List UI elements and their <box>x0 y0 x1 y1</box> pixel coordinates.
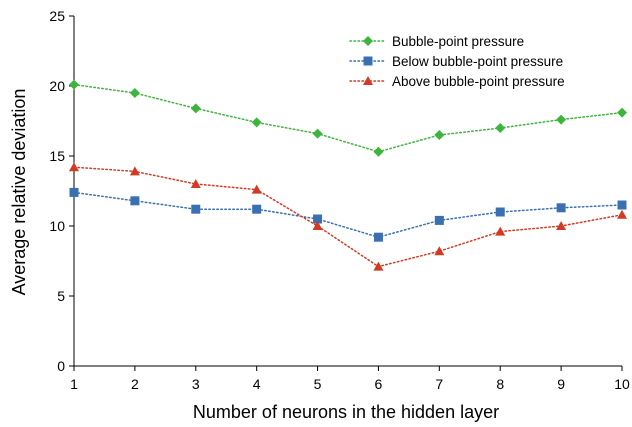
data-point <box>312 221 323 230</box>
data-point <box>373 261 384 271</box>
data-point <box>69 162 79 172</box>
data-point <box>617 209 627 219</box>
data-point <box>251 117 262 128</box>
series-line <box>73 191 623 238</box>
y-tick-label: 0 <box>57 358 65 374</box>
data-point <box>434 215 444 225</box>
data-point <box>373 232 383 242</box>
data-point <box>129 88 140 98</box>
legend-label: Below bubble-point pressure <box>392 54 563 69</box>
legend-marker <box>363 76 373 85</box>
legend: Bubble-point pressure Below bubble-point … <box>349 34 565 89</box>
x-axis-title: Number of neurons in the hidden layer <box>193 402 499 422</box>
x-tick-label: 6 <box>375 376 383 392</box>
data-point <box>313 214 323 224</box>
x-tick-label: 8 <box>496 376 504 392</box>
legend-entry-1: Bubble-point pressure <box>349 34 524 49</box>
data-point <box>190 103 201 114</box>
data-point <box>556 221 567 230</box>
y-axis-title: Average relative deviation <box>9 89 29 296</box>
series-1 <box>69 79 627 157</box>
y-tick-label: 10 <box>49 218 65 234</box>
data-point <box>69 79 79 90</box>
legend-entry-3: Above bubble-point pressure <box>349 74 565 89</box>
legend-marker <box>363 56 373 66</box>
series-2 <box>69 187 627 242</box>
x-tick-label: 9 <box>557 376 565 392</box>
data-point <box>373 146 384 157</box>
data-point <box>129 166 140 176</box>
series-3 <box>69 162 627 271</box>
data-point <box>556 114 567 125</box>
legend-label: Bubble-point pressure <box>392 34 524 49</box>
data-point <box>556 203 566 213</box>
data-point <box>434 130 445 140</box>
data-point <box>191 204 201 214</box>
data-point <box>495 123 506 133</box>
x-tick-label: 5 <box>314 376 322 392</box>
data-point <box>251 184 262 194</box>
x-tick-label: 2 <box>131 376 139 392</box>
x-tick-label: 1 <box>70 376 78 392</box>
series-line <box>73 83 623 153</box>
legend-label: Above bubble-point pressure <box>392 74 565 89</box>
data-point <box>495 226 506 236</box>
x-tick-label: 7 <box>435 376 443 392</box>
x-tick-label: 10 <box>614 376 630 392</box>
data-point <box>130 196 140 206</box>
data-point <box>312 128 323 139</box>
x-tick-label: 4 <box>253 376 261 392</box>
data-point <box>252 204 262 214</box>
legend-entry-2: Below bubble-point pressure <box>349 54 563 69</box>
series-layer <box>69 79 627 271</box>
data-point <box>190 179 201 188</box>
y-tick-label: 25 <box>49 8 65 24</box>
data-point <box>617 200 627 210</box>
data-point <box>617 107 627 118</box>
data-point <box>434 246 445 256</box>
x-tick-label: 3 <box>192 376 200 392</box>
y-tick-label: 15 <box>49 148 65 164</box>
series-line <box>73 166 623 268</box>
legend-marker <box>363 36 373 46</box>
data-point <box>69 187 79 197</box>
y-tick-label: 5 <box>57 288 65 304</box>
axes: 0 5 10 15 20 25 1 2 3 4 5 6 7 8 9 10 <box>49 8 630 392</box>
data-point <box>495 207 505 217</box>
y-tick-label: 20 <box>49 78 65 94</box>
